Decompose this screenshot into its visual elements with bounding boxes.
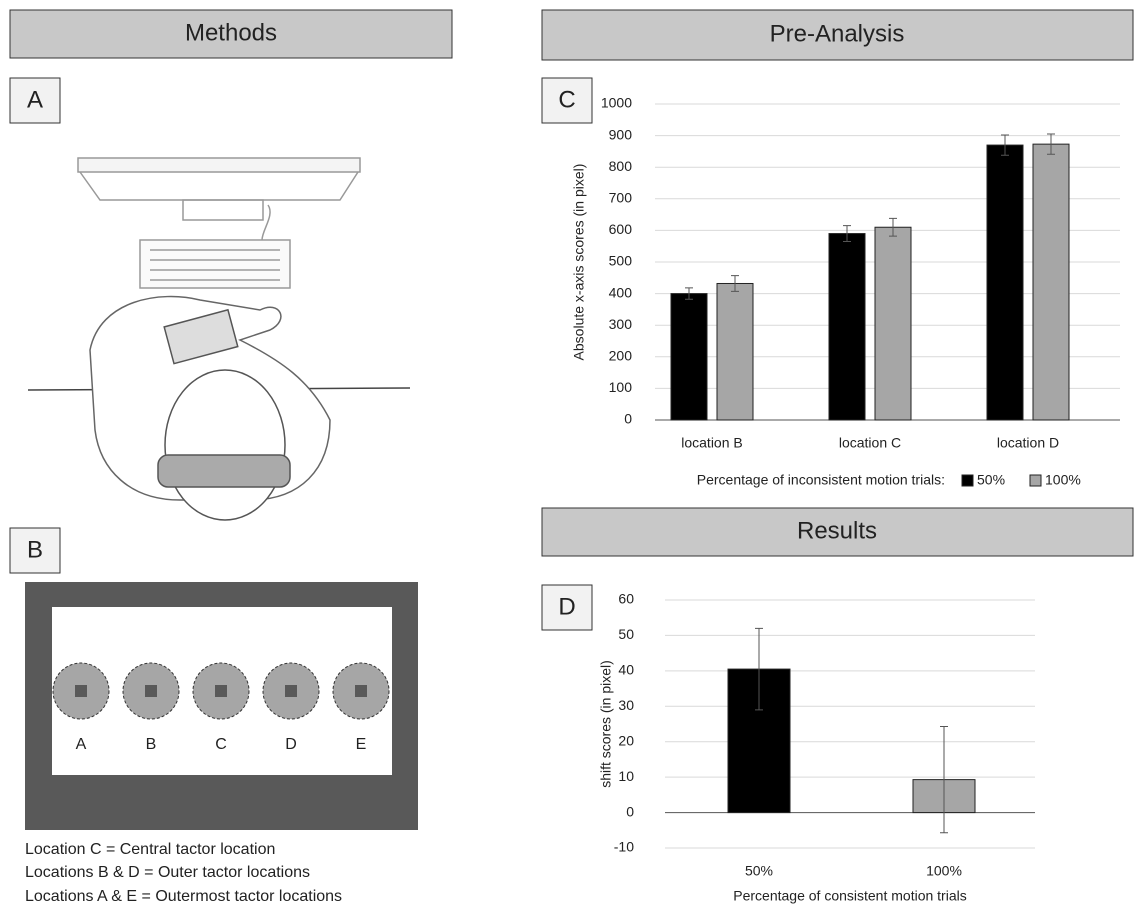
tactor-center — [285, 685, 297, 697]
legend-label: 50% — [977, 472, 1005, 488]
tactor-label: C — [215, 736, 227, 753]
bar — [1033, 144, 1069, 420]
x-tick-label: location C — [839, 435, 901, 451]
bar — [875, 227, 911, 420]
legend-swatch — [1030, 475, 1041, 486]
y-tick-label: -10 — [614, 839, 634, 855]
x-tick-label: location B — [681, 435, 742, 451]
y-axis-label: Absolute x-axis scores (in pixel) — [571, 164, 587, 361]
y-tick-label: 800 — [609, 158, 633, 174]
y-tick-label: 200 — [609, 348, 633, 364]
legend-swatch — [962, 475, 973, 486]
header: Methods — [185, 19, 277, 46]
y-tick-label: 0 — [626, 803, 634, 819]
note: Locations B & D = Outer tactor locations — [25, 864, 310, 881]
y-axis-label: shift scores (in pixel) — [598, 660, 614, 788]
y-tick-label: 10 — [618, 768, 634, 784]
tactor-label: E — [356, 736, 367, 753]
tactor-center — [75, 685, 87, 697]
y-tick-label: 400 — [609, 284, 633, 300]
bar — [829, 234, 865, 420]
tactor-center — [215, 685, 227, 697]
y-tick-label: 100 — [609, 379, 633, 395]
x-tick-label: 50% — [745, 863, 773, 879]
tactor-label: B — [146, 736, 157, 753]
y-tick-label: 0 — [624, 411, 632, 427]
legend-title: Percentage of inconsistent motion trials… — [697, 472, 945, 488]
legend-label: 100% — [1045, 472, 1081, 488]
panel-label: B — [27, 536, 43, 563]
x-axis-label: Percentage of consistent motion trials — [733, 888, 966, 904]
x-tick-label: 100% — [926, 863, 962, 879]
y-tick-label: 600 — [609, 221, 633, 237]
tactor-label: D — [285, 736, 297, 753]
x-tick-label: location D — [997, 435, 1059, 451]
note: Locations A & E = Outermost tactor locat… — [25, 888, 342, 905]
panel-label: D — [558, 593, 575, 620]
header: Results — [797, 517, 877, 544]
tactor-center — [145, 685, 157, 697]
y-tick-label: 50 — [618, 626, 634, 642]
tactor-label: A — [76, 736, 87, 753]
setup-drawing — [28, 158, 410, 520]
y-tick-label: 500 — [609, 253, 633, 269]
header: Pre-Analysis — [770, 20, 905, 47]
y-tick-label: 900 — [609, 126, 633, 142]
y-tick-label: 20 — [618, 732, 634, 748]
figure: Methods Pre-Analysis Results A B C D Loc… — [0, 0, 1134, 908]
y-tick-label: 1000 — [601, 95, 632, 111]
y-tick-label: 60 — [618, 591, 634, 607]
bar — [987, 145, 1023, 420]
y-tick-label: 30 — [618, 697, 634, 713]
y-tick-label: 40 — [618, 662, 634, 678]
y-tick-label: 700 — [609, 190, 633, 206]
bar — [671, 294, 707, 420]
panel-label: C — [558, 86, 575, 113]
y-tick-label: 300 — [609, 316, 633, 332]
bar — [717, 283, 753, 420]
note: Location C = Central tactor location — [25, 841, 275, 858]
tactor-center — [355, 685, 367, 697]
panel-label: A — [27, 86, 43, 113]
